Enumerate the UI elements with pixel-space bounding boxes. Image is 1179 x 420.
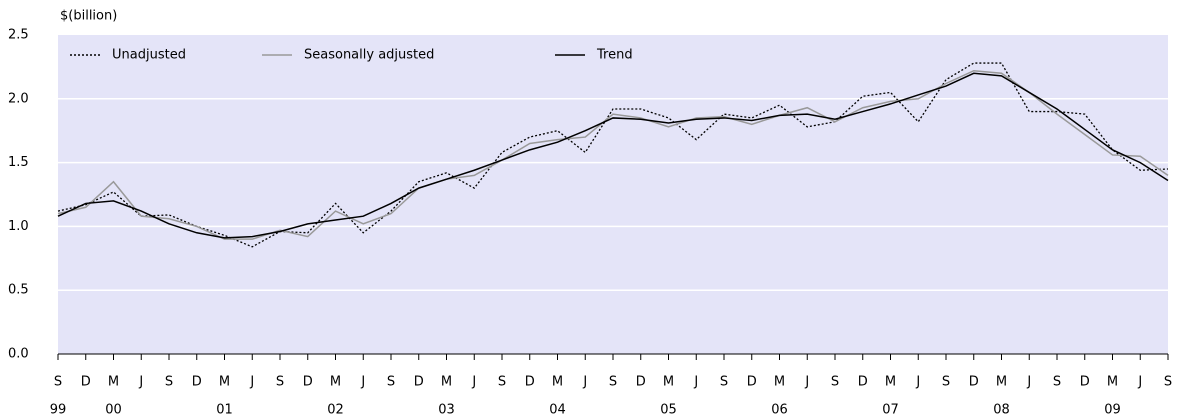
x-tick-label: S bbox=[165, 375, 173, 390]
x-tick-label: S bbox=[54, 375, 62, 390]
x-tick-label: J bbox=[915, 375, 920, 390]
y-tick-label: 2.0 bbox=[8, 91, 29, 106]
x-tick-label: M bbox=[219, 375, 230, 390]
x-tick-label: S bbox=[276, 375, 284, 390]
x-year-label: 03 bbox=[438, 403, 455, 418]
series-line bbox=[57, 72, 1169, 239]
x-tick-label: M bbox=[330, 375, 341, 390]
y-tick-label: 1.0 bbox=[8, 219, 29, 234]
x-tick-label: M bbox=[885, 375, 896, 390]
x-tick-label: D bbox=[1080, 375, 1090, 390]
x-tick-label: J bbox=[1137, 375, 1142, 390]
x-tick-label: M bbox=[1107, 375, 1118, 390]
x-tick-label: S bbox=[609, 375, 617, 390]
x-tick-label: J bbox=[360, 375, 365, 390]
legend-label: Trend bbox=[596, 48, 633, 63]
x-year-label: 99 bbox=[50, 403, 67, 418]
legend-label: Seasonally adjusted bbox=[304, 48, 434, 63]
x-tick-label: D bbox=[303, 375, 313, 390]
x-tick-label: J bbox=[138, 375, 143, 390]
y-tick-label: 1.5 bbox=[8, 155, 29, 170]
x-year-label: 01 bbox=[216, 403, 233, 418]
x-tick-label: D bbox=[969, 375, 979, 390]
y-axis-label: $(billion) bbox=[60, 9, 117, 24]
plot-area bbox=[58, 35, 1168, 354]
y-tick-label: 0.0 bbox=[8, 347, 29, 362]
x-tick-label: J bbox=[471, 375, 476, 390]
x-year-label: 06 bbox=[771, 403, 788, 418]
x-year-label: 00 bbox=[105, 403, 122, 418]
x-tick-label: D bbox=[636, 375, 646, 390]
x-tick-label: D bbox=[81, 375, 91, 390]
x-tick-label: M bbox=[774, 375, 785, 390]
x-tick-label: D bbox=[858, 375, 868, 390]
x-year-label: 09 bbox=[1104, 403, 1121, 418]
x-tick-label: D bbox=[414, 375, 424, 390]
series-line bbox=[57, 69, 1169, 240]
x-year-label: 07 bbox=[882, 403, 899, 418]
x-tick-label: M bbox=[441, 375, 452, 390]
x-tick-label: D bbox=[192, 375, 202, 390]
y-tick-label: 0.5 bbox=[8, 283, 29, 298]
x-tick-label: M bbox=[552, 375, 563, 390]
x-tick-label: M bbox=[996, 375, 1007, 390]
x-year-label: 02 bbox=[327, 403, 344, 418]
series-line bbox=[57, 62, 1169, 248]
x-tick-label: S bbox=[498, 375, 506, 390]
x-tick-label: S bbox=[1164, 375, 1172, 390]
y-tick-label: 2.5 bbox=[8, 28, 29, 43]
x-tick-label: J bbox=[249, 375, 254, 390]
x-tick-label: M bbox=[663, 375, 674, 390]
legend-label: Unadjusted bbox=[112, 48, 186, 63]
x-year-label: 05 bbox=[660, 403, 677, 418]
x-tick-label: S bbox=[387, 375, 395, 390]
x-tick-label: S bbox=[942, 375, 950, 390]
x-tick-label: D bbox=[747, 375, 757, 390]
x-year-label: 08 bbox=[993, 403, 1010, 418]
x-tick-label: J bbox=[804, 375, 809, 390]
x-tick-label: S bbox=[1053, 375, 1061, 390]
x-year-label: 04 bbox=[549, 403, 566, 418]
x-tick-label: S bbox=[720, 375, 728, 390]
x-tick-label: M bbox=[108, 375, 119, 390]
x-tick-label: D bbox=[525, 375, 535, 390]
x-tick-label: J bbox=[1026, 375, 1031, 390]
x-tick-label: J bbox=[582, 375, 587, 390]
x-tick-label: S bbox=[831, 375, 839, 390]
x-tick-label: J bbox=[693, 375, 698, 390]
